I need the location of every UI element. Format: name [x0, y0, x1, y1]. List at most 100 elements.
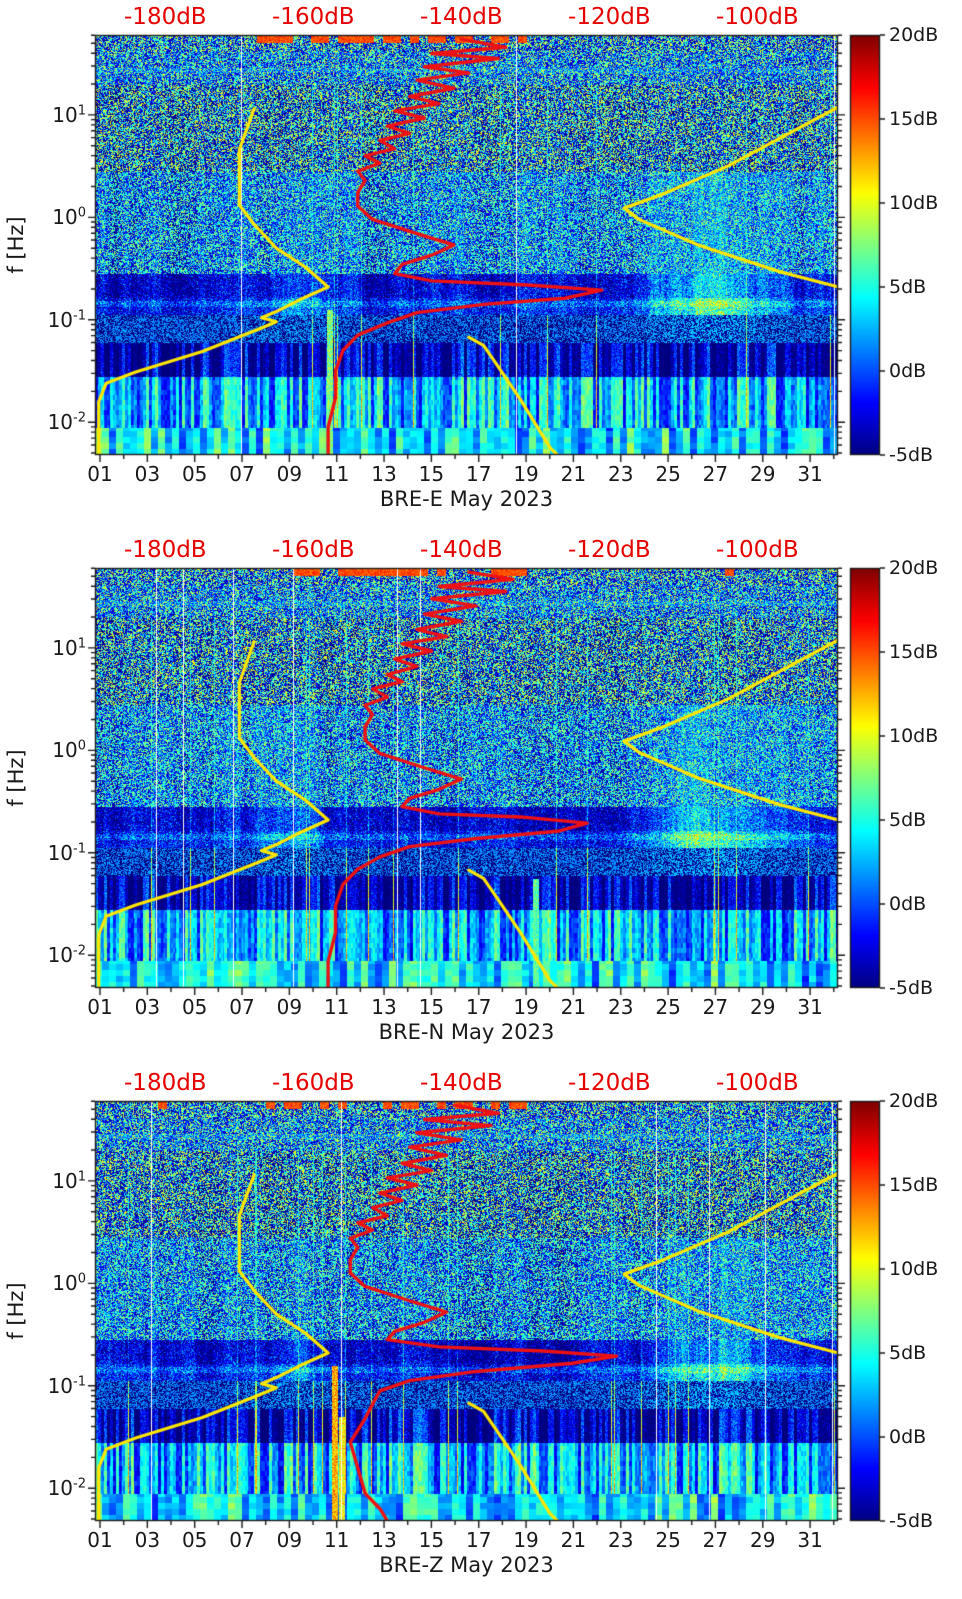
x-tick-label: 23: [608, 462, 634, 486]
x-tick-label: 09: [276, 1528, 303, 1552]
x-axis-title: BRE-Z May 2023: [379, 1553, 554, 1577]
x-tick-label: 05: [181, 995, 208, 1019]
top-axis-tick-label: -120dB: [568, 4, 651, 30]
y-tick-label: 100: [2, 1271, 86, 1295]
y-tick-label: 100: [2, 205, 86, 229]
y-tick-label: 10-1: [2, 1374, 86, 1398]
x-tick-label: 15: [418, 1528, 445, 1552]
top-axis-tick-label: -140dB: [420, 4, 503, 30]
x-tick-label: 29: [750, 995, 776, 1019]
y-tick-mantissa: 10: [52, 1168, 78, 1193]
colorbar-tick-label: 15dB: [889, 108, 939, 130]
top-axis-tick-label: -160dB: [272, 4, 355, 30]
top-axis-tick-label: -140dB: [420, 537, 503, 563]
x-tick-label: 21: [560, 462, 587, 486]
x-tick-label: 11: [323, 1528, 350, 1552]
top-axis-tick-label: -180dB: [124, 537, 207, 563]
x-axis-title: BRE-N May 2023: [378, 1020, 555, 1044]
x-tick-label: 05: [181, 1528, 208, 1552]
y-tick-mantissa: 10: [52, 102, 78, 127]
y-tick-mantissa: 10: [47, 410, 74, 435]
x-tick-label: 31: [797, 1528, 823, 1552]
x-tick-label: 07: [229, 1528, 255, 1552]
y-tick-exponent: 0: [77, 738, 86, 754]
top-axis-tick-label: -100dB: [716, 4, 799, 30]
top-axis-tick-label: -160dB: [272, 537, 355, 563]
colorbar-tick-label: 15dB: [889, 641, 939, 663]
x-tick-label: 13: [371, 995, 397, 1019]
x-tick-label: 13: [371, 1528, 397, 1552]
x-tick-label: 19: [513, 462, 539, 486]
x-tick-label: 17: [465, 462, 492, 486]
colorbar-tick-label: 5dB: [889, 1342, 927, 1364]
x-tick-label: 03: [134, 462, 161, 486]
y-tick-exponent: -2: [73, 943, 86, 959]
x-axis-title: BRE-E May 2023: [379, 487, 554, 511]
top-axis-tick-label: -100dB: [716, 1070, 799, 1096]
y-tick-mantissa: 10: [47, 840, 74, 865]
x-tick-label: 29: [750, 1528, 776, 1552]
spectrogram-canvas: [0, 533, 962, 1066]
x-tick-label: 27: [702, 1528, 729, 1552]
y-tick-exponent: 0: [77, 1271, 86, 1287]
y-tick-exponent: -2: [73, 1476, 86, 1492]
x-tick-label: 23: [608, 1528, 634, 1552]
spectrogram-canvas: [0, 0, 962, 533]
x-tick-label: 15: [418, 462, 445, 486]
x-tick-label: 09: [276, 462, 303, 486]
colorbar-tick-label: 10dB: [889, 725, 939, 747]
y-tick-label: 10-1: [2, 841, 86, 865]
spectrogram-panel: f [Hz] BRE-Z May 2023 -180dB -160dB -140dB…: [0, 1066, 962, 1599]
colorbar-tick-label: 20dB: [889, 24, 939, 46]
y-tick-mantissa: 10: [52, 635, 78, 660]
colorbar-tick-label: 15dB: [889, 1174, 939, 1196]
x-tick-label: 31: [797, 462, 823, 486]
colorbar-tick-label: -5dB: [889, 444, 934, 466]
y-tick-mantissa: 10: [47, 307, 74, 332]
x-tick-label: 25: [655, 995, 681, 1019]
x-tick-label: 23: [608, 995, 634, 1019]
top-axis-tick-label: -180dB: [124, 1070, 207, 1096]
colorbar-tick-label: 0dB: [889, 360, 927, 382]
x-tick-label: 01: [87, 995, 113, 1019]
colorbar-tick-label: 20dB: [889, 557, 939, 579]
x-tick-label: 11: [323, 462, 350, 486]
x-tick-label: 21: [560, 995, 587, 1019]
x-tick-label: 17: [465, 995, 492, 1019]
x-tick-label: 17: [465, 1528, 492, 1552]
y-tick-label: 101: [2, 103, 86, 127]
y-tick-label: 101: [2, 1169, 86, 1193]
spectrogram-panel: f [Hz] BRE-E May 2023 -180dB -160dB -140dB…: [0, 0, 962, 533]
y-tick-exponent: 1: [77, 636, 86, 652]
x-tick-label: 07: [229, 462, 255, 486]
x-tick-label: 25: [655, 1528, 681, 1552]
y-tick-label: 101: [2, 636, 86, 660]
spectrogram-panel: f [Hz] BRE-N May 2023 -180dB -160dB -140dB…: [0, 533, 962, 1066]
colorbar-tick-label: 5dB: [889, 809, 927, 831]
x-tick-label: 09: [276, 995, 303, 1019]
top-axis-tick-label: -100dB: [716, 537, 799, 563]
x-tick-label: 21: [560, 1528, 587, 1552]
y-tick-label: 10-2: [2, 410, 86, 434]
x-tick-label: 19: [513, 1528, 539, 1552]
y-tick-mantissa: 10: [47, 1373, 74, 1398]
x-tick-label: 07: [229, 995, 255, 1019]
top-axis-tick-label: -180dB: [124, 4, 207, 30]
x-tick-label: 01: [87, 1528, 113, 1552]
x-tick-label: 11: [323, 995, 350, 1019]
y-tick-mantissa: 10: [47, 1476, 74, 1501]
x-tick-label: 25: [655, 462, 681, 486]
y-tick-exponent: 0: [77, 205, 86, 221]
x-tick-label: 05: [181, 462, 208, 486]
y-tick-mantissa: 10: [52, 205, 78, 230]
x-tick-label: 31: [797, 995, 823, 1019]
x-tick-label: 13: [371, 462, 397, 486]
top-axis-tick-label: -120dB: [568, 537, 651, 563]
colorbar-tick-label: 10dB: [889, 1258, 939, 1280]
colorbar-tick-label: 0dB: [889, 1426, 927, 1448]
x-tick-label: 29: [750, 462, 776, 486]
y-tick-label: 100: [2, 738, 86, 762]
y-tick-exponent: -2: [73, 410, 86, 426]
colorbar-tick-label: 10dB: [889, 192, 939, 214]
